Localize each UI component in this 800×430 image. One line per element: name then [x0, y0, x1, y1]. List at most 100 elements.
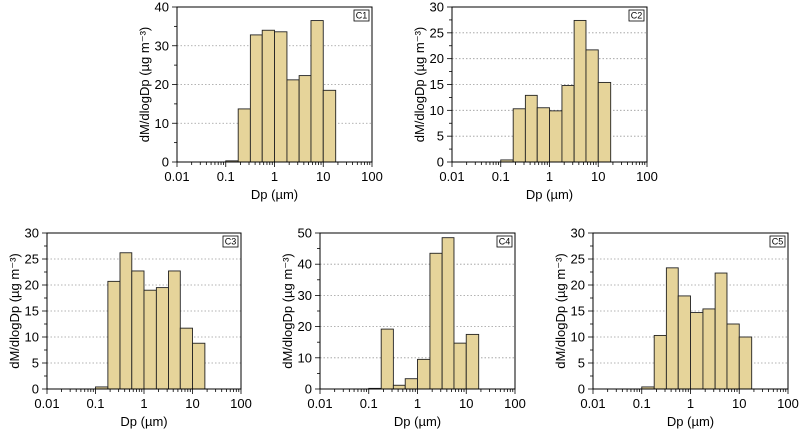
y-tick-label: 30: [571, 226, 585, 241]
x-tick-label: 0.01: [307, 396, 332, 411]
bar: [380, 328, 394, 390]
bar: [690, 312, 704, 390]
y-tick-label: 30: [155, 38, 169, 53]
y-tick-label: 0: [305, 382, 312, 397]
x-tick-label: 0.01: [439, 169, 464, 184]
y-tick-label: 25: [571, 252, 585, 267]
y-axis-label: dM/dlogDp (µg m⁻³): [137, 27, 152, 143]
y-tick-label: 20: [25, 278, 39, 293]
y-tick-label: 30: [25, 226, 39, 241]
panel-c4: 0.01 0.1 1 10 100 0 10 20 30 40 50 Dp (µm) dM/dlogDp…: [280, 226, 526, 430]
bar: [597, 81, 612, 163]
y-tick-label: 10: [25, 330, 39, 345]
y-tick-label: 10: [298, 350, 312, 365]
bar: [441, 237, 455, 390]
x-tick-label: 1: [140, 396, 147, 411]
x-tick-label: 0.01: [34, 396, 59, 411]
x-tick-label: 100: [361, 169, 383, 184]
bar: [726, 323, 740, 390]
bar: [738, 336, 753, 390]
y-tick-label: 15: [25, 304, 39, 319]
bar: [274, 31, 288, 163]
y-tick-label: 40: [155, 0, 169, 15]
x-tick-label: 0.1: [360, 396, 378, 411]
bar: [465, 333, 480, 390]
panel-tag-box: [628, 9, 645, 22]
bar: [561, 85, 575, 163]
y-tick-label: 30: [298, 288, 312, 303]
bar: [524, 94, 538, 163]
bar: [585, 49, 599, 163]
x-tick-label: 0.1: [633, 396, 651, 411]
bar: [107, 280, 121, 390]
bar: [677, 295, 691, 390]
bar: [298, 75, 312, 163]
panel-c3: 0.01 0.1 1 10 100 0 5 10 15 20 25 30 Dp (µm) dM/dlogD…: [7, 226, 252, 430]
bar: [155, 287, 169, 390]
panel-tag: C5: [772, 237, 784, 247]
panel-tag: C1: [356, 11, 368, 21]
y-tick-label: 25: [430, 25, 444, 40]
y-tick-label: 5: [578, 356, 585, 371]
x-tick-label: 1: [687, 396, 694, 411]
x-tick-label: 0.1: [217, 169, 235, 184]
bar: [119, 252, 133, 390]
y-tick-label: 20: [298, 319, 312, 334]
bar: [665, 267, 679, 390]
x-tick-label: 10: [459, 396, 473, 411]
y-tick-label: 25: [25, 252, 39, 267]
x-tick-label: 10: [591, 169, 605, 184]
x-tick-label: 100: [504, 396, 526, 411]
bar: [143, 289, 157, 390]
bar: [286, 79, 300, 163]
x-tick-label: 0.1: [86, 396, 104, 411]
y-tick-label: 10: [571, 330, 585, 345]
x-tick-label: 1: [546, 169, 553, 184]
bar: [573, 19, 587, 163]
x-axis-label: Dp (µm): [394, 414, 441, 429]
y-tick-label: 15: [430, 77, 444, 92]
bar: [131, 270, 145, 390]
y-tick-label: 50: [298, 226, 312, 241]
x-tick-label: 0.1: [492, 169, 510, 184]
panel-tag: C4: [499, 237, 511, 247]
y-tick-label: 5: [437, 129, 444, 144]
x-tick-label: 100: [636, 169, 658, 184]
bar: [453, 342, 467, 390]
y-tick-label: 15: [571, 304, 585, 319]
bar: [549, 110, 563, 163]
panel-c2: 0.01 0.1 1 10 100 0 5 10 15 20 25 30 Dp (µm) dM/dlogD…: [412, 0, 658, 202]
x-tick-label: 1: [271, 169, 278, 184]
x-tick-label: 0.01: [580, 396, 605, 411]
y-tick-label: 0: [437, 155, 444, 170]
bar: [653, 334, 667, 390]
x-tick-label: 100: [777, 396, 799, 411]
y-tick-label: 0: [32, 382, 39, 397]
y-tick-label: 5: [32, 356, 39, 371]
bar: [392, 384, 406, 390]
y-axis-label: dM/dlogDp (µg m⁻³): [280, 253, 295, 369]
bar: [512, 108, 526, 163]
x-tick-label: 10: [185, 396, 199, 411]
y-axis-label: dM/dlogDp (µg m⁻³): [412, 27, 427, 143]
panel-c5: 0.01 0.1 1 10 100 0 5 10 15 20 25 30 Dp (µm) dM/dlogD…: [553, 226, 799, 430]
bar: [702, 308, 716, 390]
x-axis-label: Dp (µm): [526, 187, 573, 202]
bar: [249, 34, 263, 163]
bar: [322, 89, 337, 163]
y-tick-label: 20: [155, 77, 169, 92]
y-axis-label: dM/dlogDp (µg m⁻³): [7, 253, 22, 369]
y-tick-label: 20: [430, 51, 444, 66]
bar: [310, 20, 324, 163]
bar: [429, 252, 443, 390]
y-tick-label: 30: [430, 0, 444, 15]
panel-tag: C2: [631, 11, 643, 21]
x-axis-label: Dp (µm): [667, 414, 714, 429]
panel-tag-box: [353, 9, 370, 22]
y-tick-label: 20: [571, 278, 585, 293]
bar: [192, 342, 206, 390]
bar: [404, 378, 418, 390]
x-tick-label: 10: [732, 396, 746, 411]
